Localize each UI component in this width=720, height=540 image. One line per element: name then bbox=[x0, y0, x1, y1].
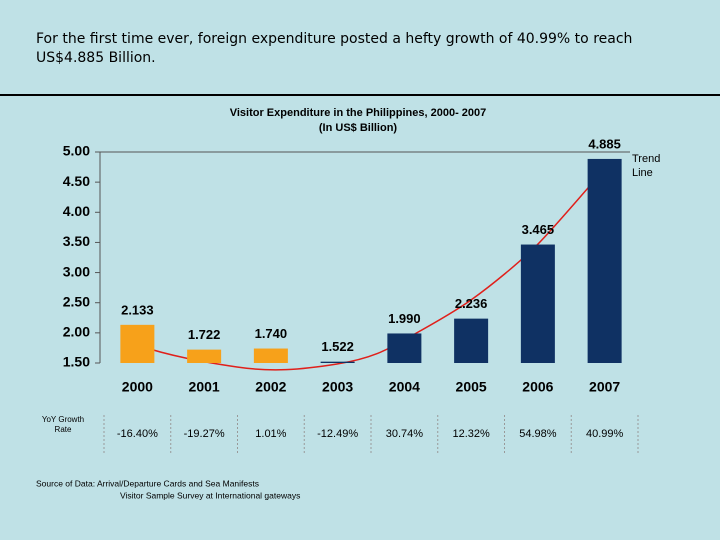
source-line: Source of Data: Arrival/Departure Cards … bbox=[36, 478, 259, 488]
y-tick-label: 2.00 bbox=[63, 324, 90, 340]
y-tick-label: 5.00 bbox=[63, 143, 90, 159]
growth-rate: 30.74% bbox=[386, 428, 424, 440]
y-tick-label: 2.50 bbox=[63, 293, 90, 309]
value-label: 2.236 bbox=[455, 296, 488, 311]
x-tick-label: 2007 bbox=[589, 379, 620, 395]
chart-subtitle: (In US$ Billion) bbox=[319, 122, 398, 134]
x-tick-label: 2001 bbox=[189, 379, 220, 395]
value-label: 1.722 bbox=[188, 327, 221, 342]
headline: For the first time ever, foreign expendi… bbox=[36, 31, 633, 66]
y-tick-label: 3.00 bbox=[63, 263, 90, 279]
growth-rate: 54.98% bbox=[519, 428, 557, 440]
growth-label: YoY Growth Rate bbox=[41, 415, 85, 434]
growth-rate: 40.99% bbox=[586, 428, 624, 440]
x-tick-label: 2002 bbox=[255, 379, 286, 395]
bar bbox=[520, 244, 555, 363]
x-tick-label: 2006 bbox=[522, 379, 553, 395]
growth-label-box: YoY Growth Rate bbox=[41, 415, 85, 434]
value-label: 3.465 bbox=[522, 222, 555, 237]
annotation: Trend Line bbox=[632, 153, 661, 179]
headline-box: For the first time ever, foreign expendi… bbox=[36, 31, 633, 66]
y-tick-label: 1.50 bbox=[63, 354, 90, 370]
y-tick-label: 4.00 bbox=[63, 203, 90, 219]
value-label: 4.885 bbox=[588, 136, 621, 151]
x-tick-label: 2000 bbox=[122, 379, 153, 395]
bar bbox=[587, 158, 622, 363]
value-label: 1.990 bbox=[388, 311, 421, 326]
growth-rate: 1.01% bbox=[255, 428, 286, 440]
chart-title: Visitor Expenditure in the Philippines, … bbox=[230, 107, 487, 119]
bar bbox=[320, 361, 355, 363]
value-label: 2.133 bbox=[121, 302, 154, 317]
y-tick-label: 3.50 bbox=[63, 233, 90, 249]
bar bbox=[253, 348, 288, 363]
annotation-box: Trend Line bbox=[632, 153, 661, 179]
growth-rate: -12.49% bbox=[317, 428, 358, 440]
growth-rate: 12.32% bbox=[452, 428, 490, 440]
value-label: 1.522 bbox=[321, 339, 354, 354]
bar bbox=[187, 349, 222, 363]
x-tick-label: 2004 bbox=[389, 379, 420, 395]
source-line: Visitor Sample Survey at International g… bbox=[120, 490, 300, 500]
x-tick-label: 2003 bbox=[322, 379, 353, 395]
bar bbox=[120, 324, 155, 363]
growth-rate: -16.40% bbox=[117, 428, 158, 440]
bar bbox=[454, 318, 489, 363]
growth-rate: -19.27% bbox=[184, 428, 225, 440]
value-label: 1.740 bbox=[255, 326, 288, 341]
y-tick-label: 4.50 bbox=[63, 173, 90, 189]
bar bbox=[387, 333, 422, 363]
x-tick-label: 2005 bbox=[456, 379, 487, 395]
